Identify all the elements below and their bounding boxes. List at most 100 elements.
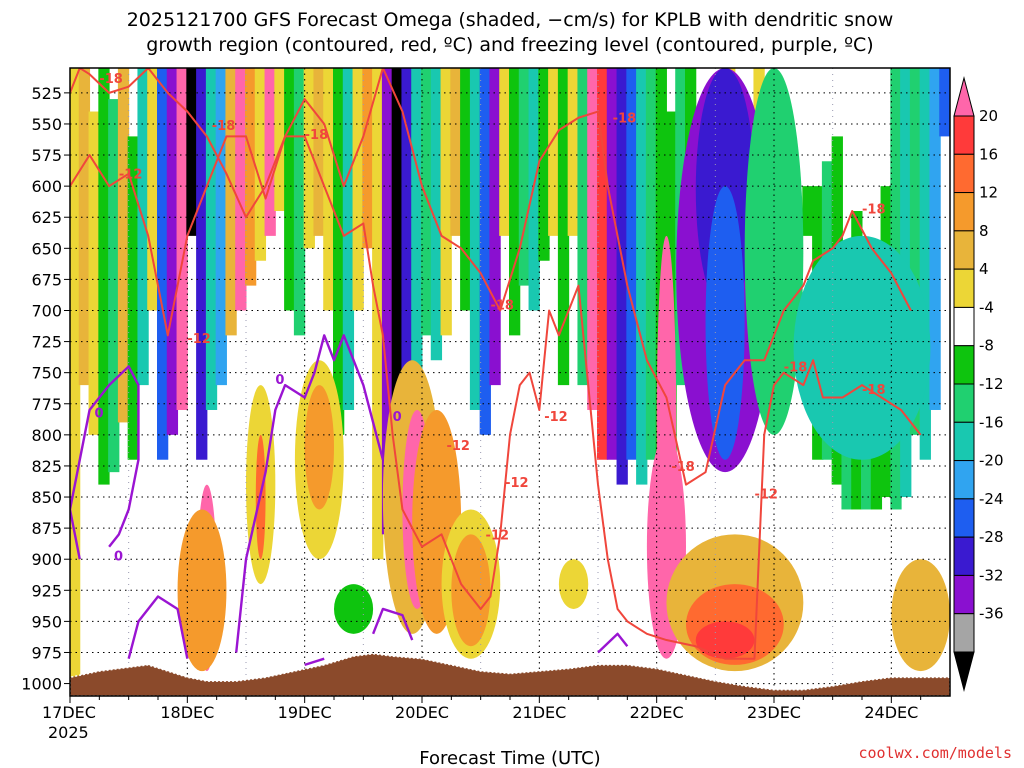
- y-tick-label: 1000: [21, 675, 62, 694]
- colorbar-segment: [953, 230, 975, 270]
- omega-cell: [557, 68, 570, 386]
- omega-cell: [499, 68, 511, 236]
- chart-title-line1: 2025121700 GFS Forecast Omega (shaded, −…: [127, 9, 894, 31]
- dendritic-contours: [70, 68, 922, 660]
- omega-cell: [421, 68, 433, 336]
- omega-blob: [334, 584, 374, 634]
- omega-cell: [479, 68, 491, 435]
- omega-cell: [548, 68, 560, 236]
- omega-blob: [705, 186, 745, 460]
- x-tick-label: 17DEC: [42, 703, 96, 722]
- contour-label-red: -18: [490, 298, 514, 313]
- contour-label-red: -12: [486, 528, 510, 543]
- x-axis-label: Forecast Time (UTC): [419, 748, 600, 768]
- omega-cell: [303, 68, 315, 249]
- colorbar-segment: [953, 460, 975, 500]
- y-tick-label: 900: [31, 550, 62, 569]
- y-tick-label: 625: [31, 208, 62, 227]
- omega-cell: [802, 186, 814, 236]
- terrain-surface: [70, 652, 950, 696]
- colorbar-segment: [953, 192, 975, 232]
- omega-cell: [528, 68, 540, 311]
- contour-label-red: -12: [119, 168, 143, 183]
- colorbar-segment: [953, 345, 975, 385]
- colorbar-bottom-arrow: [953, 651, 975, 692]
- colorbar-tick-label: 16: [979, 145, 998, 163]
- omega-cell: [137, 68, 149, 386]
- x-tick-label: 22DEC: [630, 703, 684, 722]
- omega-cell: [626, 68, 638, 460]
- contour-line-purple: [304, 657, 325, 667]
- omega-cell: [225, 68, 237, 336]
- y-tick-label: 750: [31, 364, 62, 383]
- contour-labels: -18 -18 -18 -18 -18 -18 -18 -18 -18 -12 -12 -12 -12 -…: [94, 72, 885, 565]
- omega-blob: [744, 68, 804, 435]
- omega-cell: [411, 68, 423, 386]
- omega-cell: [127, 136, 139, 460]
- omega-cell: [147, 68, 159, 311]
- omega-cell: [567, 68, 579, 236]
- omega-blob: [451, 534, 491, 647]
- omega-cell: [215, 68, 227, 386]
- omega-cell: [587, 68, 599, 410]
- colorbar-segment: [953, 498, 975, 538]
- omega-cell: [186, 68, 198, 236]
- contour-label-red: -18: [212, 119, 236, 134]
- omega-cell: [538, 68, 550, 261]
- colorbar-tick-label: 20: [979, 107, 998, 125]
- y-tick-label: 575: [31, 146, 62, 165]
- y-tick-label: 550: [31, 115, 62, 134]
- omega-blob: [695, 621, 755, 659]
- contour-label-red: -12: [754, 487, 778, 502]
- x-tick-label: 19DEC: [278, 703, 332, 722]
- omega-blob: [793, 235, 931, 460]
- omega-cell: [362, 68, 374, 249]
- omega-cell: [342, 68, 355, 410]
- chart-title-line2: growth region (contoured, red, ºC) and f…: [146, 34, 873, 56]
- omega-cell: [78, 68, 91, 386]
- omega-cell: [518, 68, 531, 286]
- omega-cell: [509, 68, 521, 336]
- terrain: [70, 652, 950, 696]
- omega-cell: [274, 68, 286, 212]
- colorbar-tick-label: -4: [979, 298, 994, 316]
- y-tick-label: 825: [31, 457, 62, 476]
- x-tick-label: 23DEC: [747, 703, 801, 722]
- y-tick-label: 725: [31, 333, 62, 352]
- x-axis-year: 2025: [48, 723, 89, 742]
- omega-cell: [205, 68, 218, 410]
- omega-blob: [891, 559, 950, 672]
- omega-cell: [254, 68, 267, 261]
- omega-cell: [293, 68, 306, 336]
- y-axis: 525 550 575 600 625 650 675 700 725 750 775 800 825 8…: [21, 84, 70, 694]
- omega-cell: [323, 68, 335, 311]
- colorbar-segment: [953, 536, 975, 576]
- omega-cell: [469, 68, 482, 410]
- omega-cell: [636, 68, 648, 485]
- colorbar-top-arrow: [953, 76, 975, 117]
- y-tick-label: 525: [31, 84, 62, 103]
- omega-cell: [108, 99, 120, 473]
- omega-cell: [264, 68, 276, 236]
- contour-label-red: -18: [862, 203, 886, 218]
- omega-cell: [597, 68, 609, 460]
- omega-cell: [98, 68, 110, 485]
- colorbar-segment: [953, 115, 975, 155]
- omega-cell: [284, 68, 296, 311]
- y-tick-label: 850: [31, 488, 62, 507]
- y-tick-label: 700: [31, 301, 62, 320]
- omega-cell: [381, 68, 394, 535]
- omega-cell: [430, 68, 443, 361]
- omega-cell: [176, 68, 188, 410]
- contour-line-red: [70, 135, 922, 660]
- credit-text: coolwx.com/models: [858, 744, 1012, 762]
- omega-cell: [919, 68, 931, 460]
- omega-cell: [489, 68, 501, 386]
- omega-cell: [333, 68, 345, 435]
- omega-cell: [88, 111, 100, 435]
- contour-line-purple: [70, 365, 140, 560]
- omega-cell: [929, 68, 941, 410]
- contour-label-red: -18: [613, 112, 637, 127]
- colorbar-tick-label: -8: [979, 337, 994, 355]
